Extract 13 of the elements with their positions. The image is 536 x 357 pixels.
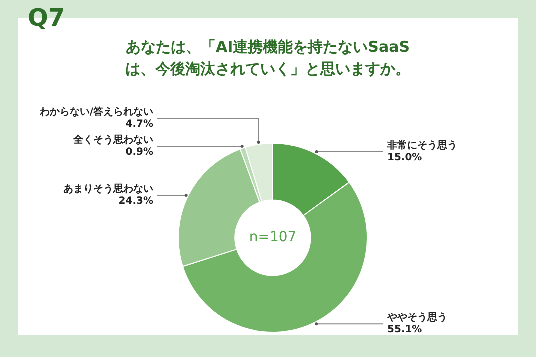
- chart-title: Q7: [28, 4, 66, 32]
- data-label: 15.0%: [388, 152, 422, 164]
- data-label: 24.3%: [118, 196, 154, 208]
- data-label: 55.1%: [388, 324, 422, 336]
- slice-label: わからない/答えられない: [38, 106, 154, 118]
- slice-label: あまりそう思わない: [64, 183, 154, 196]
- chart-subtitle: あなたは、「AI連携機能を持たないSaaSは、今後淘汰されていく」と思いますか。: [124, 37, 412, 80]
- data-label: 4.7%: [126, 119, 154, 130]
- data-label: 0.9%: [126, 147, 154, 158]
- text: n=107: [249, 230, 297, 246]
- slice-label: 全くそう思わない: [72, 134, 154, 146]
- slice-label: 非常にそう思う: [386, 140, 458, 152]
- slice-label: ややそう思う: [386, 312, 448, 324]
